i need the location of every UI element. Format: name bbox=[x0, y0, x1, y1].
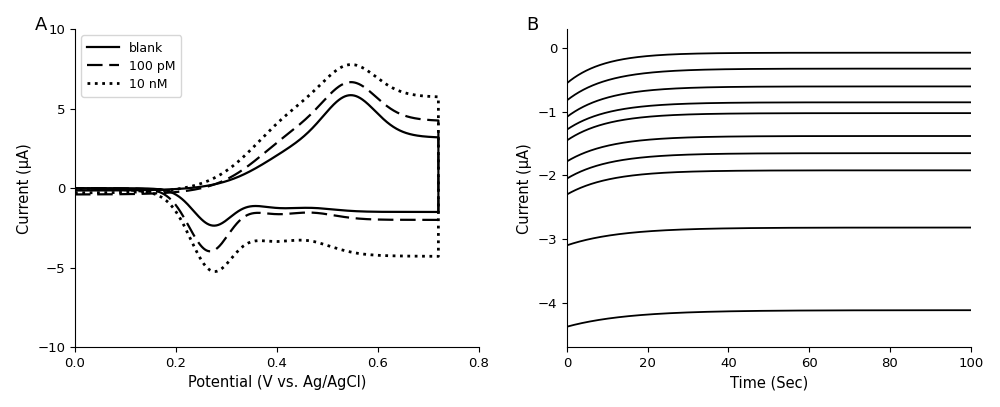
X-axis label: Potential (V vs. Ag/AgCl): Potential (V vs. Ag/AgCl) bbox=[188, 375, 366, 390]
Y-axis label: Current (μA): Current (μA) bbox=[517, 143, 532, 234]
Text: B: B bbox=[527, 17, 539, 35]
Text: A: A bbox=[35, 17, 47, 35]
Y-axis label: Current (μA): Current (μA) bbox=[17, 143, 32, 234]
Legend: blank, 100 pM, 10 nM: blank, 100 pM, 10 nM bbox=[81, 35, 181, 97]
X-axis label: Time (Sec): Time (Sec) bbox=[730, 375, 808, 390]
